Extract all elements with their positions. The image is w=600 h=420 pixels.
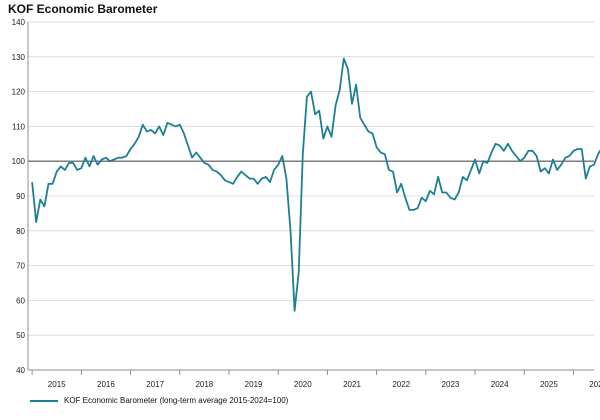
y-tick-label: 70 xyxy=(16,262,25,271)
y-tick-label: 130 xyxy=(12,53,26,62)
x-tick-label: 2025 xyxy=(540,380,558,389)
y-tick-label: 120 xyxy=(12,88,26,97)
y-tick-label: 140 xyxy=(12,18,26,27)
x-tick-label: 2021 xyxy=(343,380,361,389)
x-tick-label: 2024 xyxy=(491,380,509,389)
y-tick-label: 60 xyxy=(16,296,25,305)
x-tick-label: 2015 xyxy=(48,380,66,389)
axes: 40 50 60 70 80 90 100 110 120 130 140 2015 2016 2017 2… xyxy=(12,18,600,389)
x-tick-label: 2016 xyxy=(97,380,115,389)
y-tick-label: 90 xyxy=(16,192,25,201)
y-tick-label: 40 xyxy=(16,366,25,375)
x-tick-label: 2026 xyxy=(589,380,600,389)
legend-label: KOF Economic Barometer (long-term averag… xyxy=(64,396,289,405)
x-tick-label: 2018 xyxy=(195,380,213,389)
x-tick-label: 2020 xyxy=(294,380,312,389)
y-tick-label: 50 xyxy=(16,331,25,340)
chart-title: KOF Economic Barometer xyxy=(8,2,158,16)
series-layer xyxy=(31,57,600,312)
x-tick-label: 2019 xyxy=(245,380,263,389)
legend-swatch xyxy=(30,399,58,402)
legend: KOF Economic Barometer (long-term averag… xyxy=(30,396,288,405)
y-tick-label: 80 xyxy=(16,227,25,236)
y-tick-label: 100 xyxy=(12,157,26,166)
gridlines xyxy=(28,21,594,371)
x-tick-label: 2023 xyxy=(442,380,460,389)
series-line xyxy=(31,57,600,312)
x-tick-label: 2017 xyxy=(146,380,164,389)
y-tick-label: 110 xyxy=(12,122,25,131)
x-tick-label: 2022 xyxy=(392,380,410,389)
